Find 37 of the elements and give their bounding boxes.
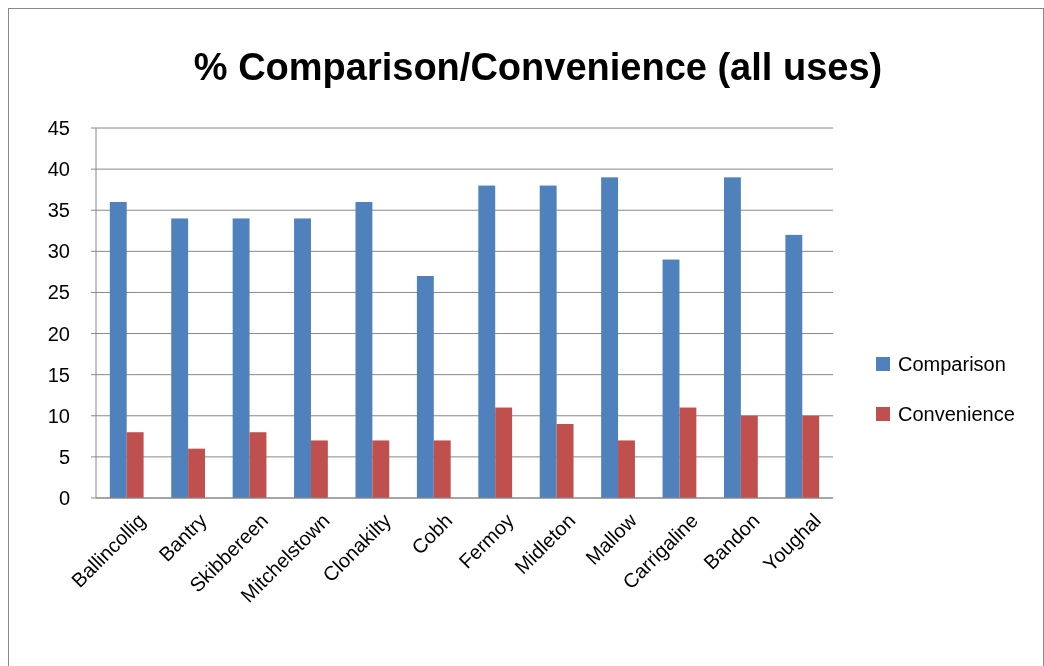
bar (188, 448, 206, 498)
legend-label: Comparison (898, 353, 1006, 375)
bar (618, 440, 635, 498)
y-tick-label: 45 (47, 117, 70, 139)
legend-label: Convenience (898, 403, 1015, 425)
bar (294, 218, 311, 498)
bar (109, 202, 127, 498)
y-tick-label: 40 (47, 158, 70, 181)
y-tick-label: 15 (47, 363, 70, 386)
y-tick-label: 10 (47, 404, 70, 427)
y-tick-label: 0 (58, 487, 70, 509)
y-tick-label: 25 (47, 281, 70, 304)
bar (802, 415, 820, 498)
bar (785, 234, 803, 498)
y-tick-label: 35 (47, 199, 70, 222)
bar (355, 202, 373, 498)
bar (662, 259, 680, 498)
y-tick-label: 20 (47, 322, 70, 345)
bar (249, 432, 267, 498)
bar (232, 218, 250, 498)
bar (126, 432, 144, 498)
bar (539, 185, 557, 498)
bar (478, 185, 496, 498)
bar (495, 407, 513, 498)
y-tick-label: 5 (58, 445, 70, 468)
y-tick-label: 30 (47, 240, 70, 263)
bar (601, 177, 619, 498)
bar (416, 276, 434, 498)
chart-title: % Comparison/Convenience (all uses) (193, 46, 883, 88)
bar (740, 415, 758, 498)
bar (556, 424, 574, 498)
bar (723, 177, 741, 498)
bar (171, 218, 189, 498)
bar (372, 440, 390, 498)
bar (433, 440, 451, 498)
bar (310, 440, 328, 498)
bar (679, 407, 697, 498)
